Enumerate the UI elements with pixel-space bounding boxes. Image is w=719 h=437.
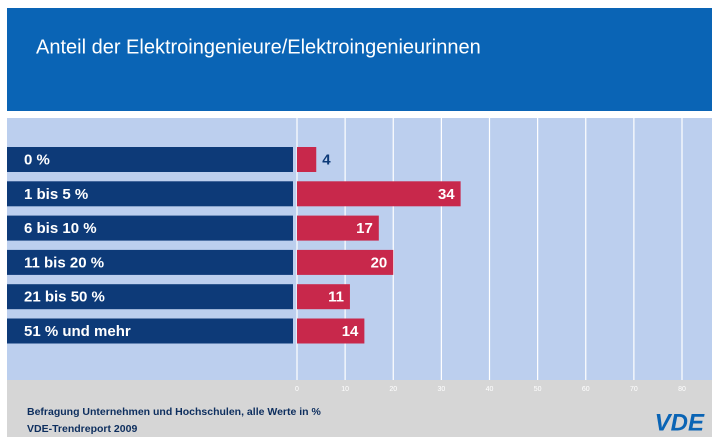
value-label: 4 [322,151,331,168]
value-label: 14 [342,323,359,340]
footnote: Befragung Unternehmen und Hochschulen, a… [27,406,322,418]
value-label: 17 [356,220,373,237]
x-tick-label: 0 [295,386,299,393]
x-tick-label: 60 [582,386,590,393]
category-label: 1 bis 5 % [24,186,88,203]
bar [297,215,379,241]
category-band [7,249,293,275]
category-label: 51 % und mehr [24,323,131,340]
category-label: 21 bis 50 % [24,289,105,306]
x-tick-label: 40 [486,386,494,393]
bar [297,284,350,310]
footnote: VDE-Trendreport 2009 [27,423,137,435]
x-tick-label: 80 [678,386,686,393]
header [7,8,712,111]
value-label: 34 [438,186,455,203]
footer [7,380,712,437]
x-tick-label: 70 [630,386,638,393]
category-label: 6 bis 10 % [24,220,97,237]
x-tick-label: 20 [389,386,397,393]
bar [297,181,461,207]
bar [297,249,394,275]
category-band [7,181,293,207]
value-label: 20 [371,254,388,271]
logo: VDE [655,409,705,436]
category-band [7,215,293,241]
category-band [7,318,293,344]
bar [297,318,365,344]
x-tick-label: 50 [534,386,542,393]
category-label: 11 bis 20 % [24,254,104,271]
category-band [7,147,293,172]
category-label: 0 % [24,151,50,168]
bar [297,147,317,172]
category-band [7,284,293,310]
x-tick-label: 30 [437,386,445,393]
x-tick-label: 10 [341,386,349,393]
value-label: 11 [328,289,344,306]
chart-title: Anteil der Elektroingenieure/Elektroinge… [36,36,481,58]
